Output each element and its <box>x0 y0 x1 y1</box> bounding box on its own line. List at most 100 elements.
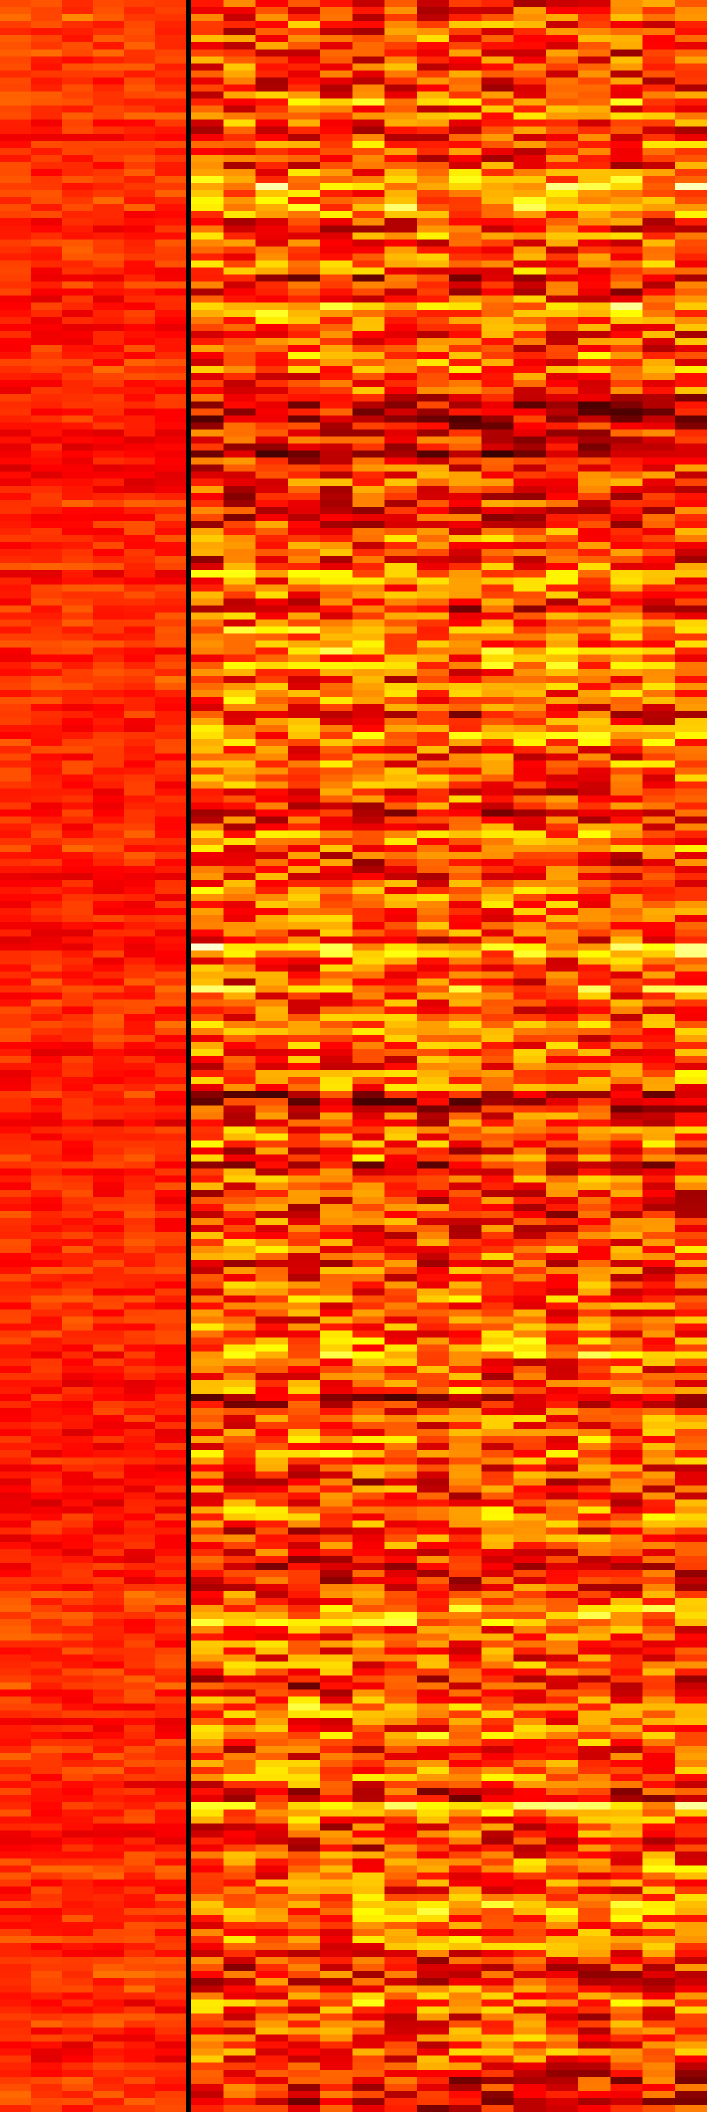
heatmap-cell <box>481 774 515 783</box>
heatmap-cell <box>62 1605 94 1613</box>
heatmap-cell <box>155 1422 187 1430</box>
heatmap-cell <box>674 1154 707 1163</box>
heatmap-cell <box>384 985 418 994</box>
heatmap-cell <box>0 1084 32 1092</box>
heatmap-cell <box>124 1682 156 1691</box>
heatmap-cell <box>416 1337 450 1346</box>
heatmap-cell <box>352 823 386 832</box>
heatmap-cell <box>255 1091 289 1099</box>
heatmap-cell <box>610 1203 644 1212</box>
heatmap-cell <box>545 1351 579 1360</box>
heatmap-cell <box>545 1309 579 1318</box>
heatmap-cell <box>0 1422 32 1430</box>
heatmap-cell <box>255 267 289 276</box>
heatmap-cell <box>416 992 450 1001</box>
heatmap-cell <box>155 957 187 966</box>
heatmap-cell <box>320 1239 353 1247</box>
heatmap-cell <box>578 654 611 663</box>
heatmap-cell <box>223 1147 257 1156</box>
heatmap-cell <box>155 1900 187 1909</box>
heatmap-cell <box>513 1316 547 1325</box>
heatmap-cell <box>513 591 547 599</box>
heatmap-cell <box>93 7 125 15</box>
heatmap-cell <box>93 711 125 719</box>
heatmap-cell <box>610 133 644 142</box>
heatmap-cell <box>610 211 644 219</box>
heatmap-cell <box>674 0 707 8</box>
heatmap-cell <box>674 232 707 240</box>
heatmap-cell <box>255 1281 289 1289</box>
heatmap-cell <box>320 63 353 71</box>
heatmap-cell <box>93 1752 125 1761</box>
heatmap-cell <box>255 901 289 909</box>
heatmap-cell <box>0 168 32 177</box>
heatmap-cell <box>0 570 32 578</box>
heatmap-cell <box>155 1647 187 1655</box>
heatmap-cell <box>578 119 611 128</box>
heatmap-cell <box>481 1203 515 1212</box>
heatmap-cell <box>0 1393 32 1402</box>
heatmap-cell <box>610 190 644 198</box>
heatmap-cell <box>0 1647 32 1655</box>
heatmap-cell <box>513 211 547 219</box>
heatmap-cell <box>62 478 94 487</box>
heatmap-cell <box>124 1091 156 1099</box>
heatmap-cell <box>93 1661 125 1670</box>
heatmap-cell <box>642 337 676 346</box>
heatmap-cell <box>223 1267 257 1275</box>
heatmap-cell <box>513 0 547 8</box>
heatmap-cell <box>124 1196 156 1205</box>
heatmap-cell <box>255 183 289 191</box>
heatmap-cell <box>155 274 187 283</box>
heatmap-cell <box>320 56 353 64</box>
heatmap-cell <box>62 1914 94 1923</box>
heatmap-cell <box>642 422 676 431</box>
heatmap-cell <box>155 1928 187 1937</box>
heatmap-cell <box>191 1027 224 1036</box>
heatmap-cell <box>0 1126 32 1135</box>
heatmap-cell <box>449 985 482 994</box>
heatmap-cell <box>255 809 289 818</box>
heatmap-cell <box>416 204 450 212</box>
heatmap-cell <box>124 605 156 614</box>
heatmap-cell <box>62 0 94 8</box>
heatmap-cell <box>578 711 611 719</box>
heatmap-cell <box>481 612 515 621</box>
heatmap-cell <box>124 1365 156 1374</box>
heatmap-cell <box>449 887 482 895</box>
heatmap-cell <box>320 901 353 909</box>
heatmap-cell <box>155 1091 187 1099</box>
heatmap-cell <box>191 915 224 923</box>
heatmap-cell <box>610 619 644 628</box>
heatmap-cell <box>287 274 321 283</box>
heatmap-cell <box>124 936 156 944</box>
heatmap-cell <box>287 246 321 255</box>
heatmap-cell <box>31 1506 63 1515</box>
heatmap-cell <box>320 183 353 191</box>
heatmap-cell <box>352 1020 386 1029</box>
heatmap-cell <box>93 894 125 902</box>
heatmap-cell <box>352 161 386 170</box>
heatmap-cell <box>578 689 611 698</box>
heatmap-cell <box>124 464 156 473</box>
heatmap-cell <box>0 682 32 691</box>
heatmap-cell <box>62 1365 94 1374</box>
heatmap-cell <box>449 626 482 635</box>
heatmap-cell <box>416 964 450 973</box>
heatmap-cell <box>62 598 94 607</box>
heatmap-cell <box>191 971 224 980</box>
heatmap-cell <box>384 1196 418 1205</box>
heatmap-cell <box>384 1168 418 1177</box>
heatmap-cell <box>449 1330 482 1339</box>
heatmap-cell <box>578 887 611 895</box>
heatmap-cell <box>93 1400 125 1409</box>
heatmap-cell <box>255 1224 289 1233</box>
heatmap-cell <box>223 112 257 121</box>
heatmap-cell <box>449 520 482 529</box>
heatmap-cell <box>610 746 644 754</box>
heatmap-cell <box>642 1224 676 1233</box>
heatmap-cell <box>384 1013 418 1022</box>
heatmap-cell <box>513 943 547 951</box>
heatmap-cell <box>287 1302 321 1311</box>
heatmap-cell <box>513 1041 547 1050</box>
